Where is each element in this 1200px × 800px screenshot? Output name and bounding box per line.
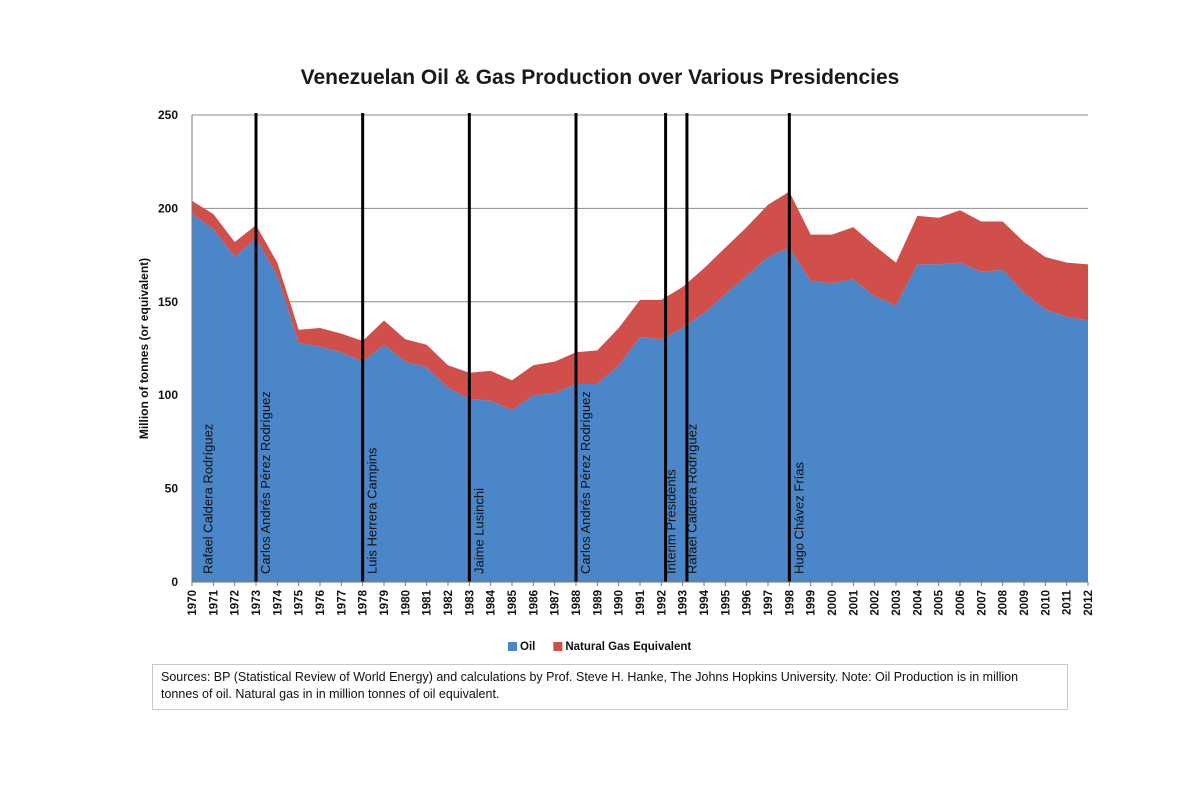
- x-tick-label: 1981: [422, 589, 434, 615]
- legend: Oil Natural Gas Equivalent: [508, 641, 691, 653]
- x-tick-label: 1992: [656, 590, 668, 616]
- area-series: [192, 191, 1088, 582]
- x-tick-label: 2010: [1040, 590, 1052, 616]
- x-tick-label: 1978: [358, 589, 370, 615]
- x-tick-label: 1984: [486, 589, 498, 615]
- x-tick-label: 1973: [251, 590, 263, 616]
- x-tick-label: 1975: [294, 589, 306, 615]
- x-tick-label: 1991: [635, 589, 647, 615]
- presidency-label: Hugo Chávez Frías: [791, 462, 806, 574]
- legend-label-oil: Oil: [520, 641, 535, 653]
- x-tick-label: 1976: [315, 590, 327, 616]
- presidency-label: Rafael Caldera Rodríguez: [685, 424, 700, 574]
- x-tick-label: 1980: [400, 590, 412, 616]
- x-tick-label: 2007: [976, 590, 988, 616]
- chart-title: Venezuelan Oil & Gas Production over Var…: [300, 66, 900, 89]
- presidency-label: Rafael Caldera Rodríguez: [200, 424, 215, 574]
- legend-swatch-oil: [508, 642, 517, 651]
- x-tick-label: 1982: [443, 590, 455, 616]
- y-tick-label: 150: [158, 295, 178, 309]
- x-tick-label: 1989: [592, 590, 604, 616]
- x-tick-label: 2003: [891, 590, 903, 616]
- axes: 0 50 100 150 200 250 Million of tonnes (or equ…: [137, 108, 1095, 616]
- area-series-natural-gas: [192, 191, 1088, 411]
- area-series-oil: [192, 214, 1088, 582]
- presidency-label: Jaime Lusinchi: [471, 488, 486, 574]
- presidency-label: Interim Presidents: [663, 469, 678, 574]
- y-axis-label: Million of tonnes (or equivalent): [137, 258, 151, 439]
- x-tick-label: 2004: [912, 589, 924, 615]
- x-tick-label: 1970: [187, 590, 199, 616]
- x-tick-label: 1998: [784, 589, 796, 615]
- presidency-label: Carlos Andrés Pérez Rodríguez: [258, 391, 273, 574]
- x-tick-label: 1996: [742, 590, 754, 616]
- y-tick-label: 250: [158, 108, 178, 122]
- x-tick-label: 2012: [1083, 590, 1095, 616]
- x-tick-label: 1972: [230, 590, 242, 616]
- x-tick-label: 1987: [550, 590, 562, 616]
- x-tick-label: 1988: [571, 589, 583, 615]
- legend-swatch-natural-gas: [553, 642, 563, 651]
- x-tick-label: 2006: [955, 590, 967, 616]
- x-tick-label: 1979: [379, 590, 391, 616]
- x-tick-label: 1985: [507, 589, 519, 615]
- x-tick-label: 1971: [208, 589, 220, 615]
- x-tick-label: 1983: [464, 590, 476, 616]
- x-tick-label: 1974: [272, 589, 284, 615]
- x-tick-label: 2009: [1019, 590, 1031, 616]
- x-tick-label: 2011: [1062, 589, 1074, 615]
- x-tick-label: 2001: [848, 589, 860, 615]
- x-tick-label: 2002: [870, 590, 882, 616]
- x-tick-label: 1977: [336, 590, 348, 616]
- y-tick-label: 0: [171, 575, 178, 589]
- x-tick-label: 1999: [806, 590, 818, 616]
- x-tick-label: 1995: [720, 589, 732, 615]
- x-tick-label: 1997: [763, 590, 775, 616]
- x-tick-label: 1990: [614, 590, 626, 616]
- legend-label-natural-gas: Natural Gas Equivalent: [565, 641, 691, 653]
- x-tick-label: 2008: [998, 589, 1010, 615]
- x-tick-label: 1993: [678, 590, 690, 616]
- y-tick-label: 50: [165, 482, 179, 496]
- sources-note: Sources: BP (Statistical Review of World…: [152, 664, 1068, 710]
- presidency-dividers: Rafael Caldera Rodríguez Carlos Andrés Pé…: [200, 113, 806, 582]
- x-tick-label: 1986: [528, 590, 540, 616]
- x-tick-label: 2000: [827, 590, 839, 616]
- x-tick-label: 1994: [699, 589, 711, 615]
- y-tick-label: 100: [158, 388, 178, 402]
- y-tick-label: 200: [158, 201, 178, 215]
- presidency-label: Luis Herrera Campins: [365, 447, 380, 574]
- x-tick-label: 2005: [934, 589, 946, 615]
- presidency-label: Carlos Andrés Pérez Rodríguez: [578, 391, 593, 574]
